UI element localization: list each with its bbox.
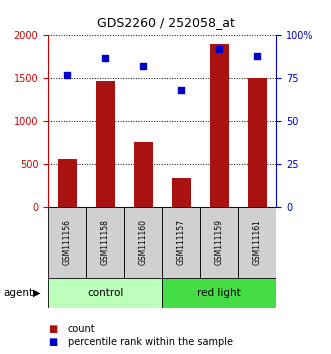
Point [216,46,222,52]
Bar [200,207,238,278]
Bar [162,207,200,278]
Text: control: control [87,288,123,298]
Bar [210,44,229,207]
Point [179,87,184,93]
Text: GSM111157: GSM111157 [177,219,186,266]
Text: red light: red light [197,288,241,298]
Bar [134,142,153,207]
Text: GSM111160: GSM111160 [139,219,148,266]
Point [255,53,260,59]
Point [140,63,146,69]
Bar [248,78,267,207]
Text: ▶: ▶ [33,288,41,298]
Text: ■: ■ [48,324,57,333]
Text: GSM111158: GSM111158 [101,219,110,266]
Point [64,72,70,78]
Text: percentile rank within the sample: percentile rank within the sample [68,337,233,347]
Text: GSM111156: GSM111156 [63,219,71,266]
Bar [48,278,162,308]
Text: GSM111159: GSM111159 [215,219,224,266]
Bar [162,278,276,308]
Text: GSM111161: GSM111161 [253,219,262,266]
Bar [96,81,115,207]
Text: count: count [68,324,95,333]
Bar [172,178,191,207]
Bar [58,159,76,207]
Bar [48,207,86,278]
Text: ■: ■ [48,337,57,347]
Point [103,55,108,61]
Text: GDS2260 / 252058_at: GDS2260 / 252058_at [97,16,234,29]
Bar [238,207,276,278]
Bar [86,207,124,278]
Bar [124,207,162,278]
Text: agent: agent [3,288,33,298]
